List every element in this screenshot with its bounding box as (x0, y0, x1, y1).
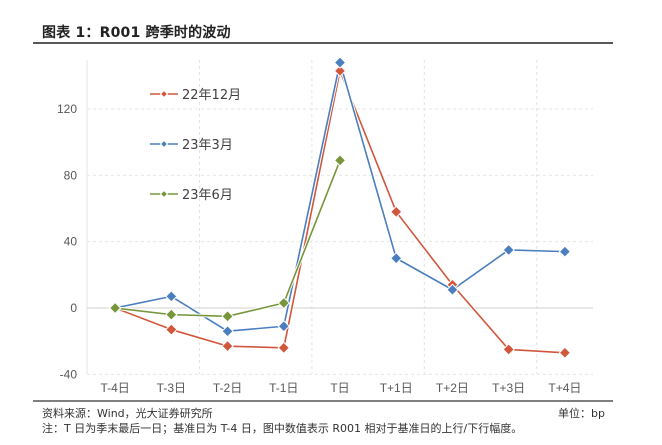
chart-series (108, 56, 572, 359)
chart-gridlines (86, 60, 593, 375)
data-point-marker (277, 320, 290, 333)
data-point-marker (159, 139, 169, 149)
data-point-marker (446, 283, 459, 296)
line-chart: -40 0 40 80 120 T-4日 T-3日 T-2日 T-1日 T日 T+1日 T+2日 T+… (57, 56, 593, 395)
x-tick-label: T日 (330, 381, 349, 395)
y-tick-label: 120 (57, 102, 77, 116)
data-point-marker (277, 341, 290, 355)
x-axis: T-4日 T-3日 T-2日 T-1日 T日 T+1日 T+2日 T+3日 T+4日 (100, 381, 581, 395)
y-axis: -40 0 40 80 120 (57, 102, 77, 381)
data-point-marker (333, 56, 347, 69)
x-tick-label: T+3日 (492, 381, 525, 395)
data-point-marker (108, 301, 122, 315)
chart-title: 图表 1：R001 跨季时的波动 (42, 25, 231, 41)
data-point-marker (558, 346, 572, 359)
y-tick-label: -40 (60, 367, 78, 381)
data-point-marker (159, 189, 169, 199)
data-point-marker (165, 308, 178, 321)
data-point-marker (221, 310, 234, 323)
y-tick-label: 80 (64, 168, 78, 182)
y-tick-label: 40 (64, 235, 78, 249)
legend-label: 22年12月 (182, 88, 241, 103)
x-tick-label: T-2日 (213, 381, 242, 395)
data-point-marker (333, 64, 347, 78)
data-point-marker (502, 243, 515, 257)
legend-item-1: 23年3月 (150, 138, 233, 153)
unit-text: 单位：bp (558, 407, 605, 420)
data-point-marker (165, 290, 178, 303)
x-tick-label: T-1日 (269, 381, 298, 395)
x-tick-label: T-3日 (157, 381, 186, 395)
x-tick-label: T+1日 (380, 381, 413, 395)
legend-label: 23年3月 (182, 138, 233, 153)
chart-legend: 22年12月 23年3月 23年6月 (150, 88, 241, 203)
x-tick-label: T+4日 (548, 381, 581, 395)
data-point-marker (333, 154, 347, 167)
series-line (114, 70, 565, 354)
title-divider (33, 42, 613, 44)
data-point-marker (558, 245, 572, 258)
x-tick-label: T-4日 (100, 381, 129, 395)
legend-item-0: 22年12月 (150, 88, 241, 103)
series-0 (114, 69, 565, 355)
legend-item-2: 23年6月 (150, 188, 233, 203)
data-point-marker (165, 323, 178, 336)
data-point-marker (221, 339, 234, 353)
data-point-marker (277, 296, 290, 310)
data-point-marker (159, 89, 169, 99)
x-tick-label: T+2日 (436, 381, 469, 395)
legend-label: 23年6月 (182, 188, 233, 203)
note-text: 注：T 日为季末最后一日；基准日为 T-4 日，图中数值表示 R001 相对于基… (42, 422, 523, 435)
data-point-marker (502, 343, 515, 356)
data-point-marker (221, 325, 234, 338)
data-point-marker (390, 205, 403, 219)
data-point-marker (390, 252, 403, 265)
footer-divider (33, 400, 613, 402)
y-tick-label: 0 (70, 301, 77, 315)
source-text: 资料来源：Wind，光大证券研究所 (42, 407, 213, 420)
